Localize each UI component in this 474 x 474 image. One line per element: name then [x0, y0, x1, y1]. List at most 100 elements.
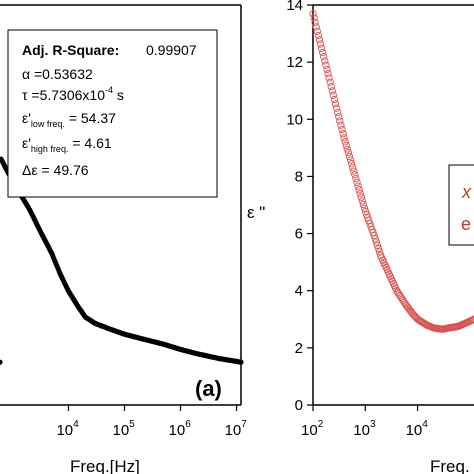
fit-line-eps-high-symbol: ε'	[22, 135, 31, 151]
panel-b-data-point	[319, 48, 327, 57]
panel-b-data-point	[338, 125, 346, 134]
panel-b-data-point	[360, 204, 369, 212]
panel-a: 104 105 106 107 (a) Freq.[Hz] Adj. R-Square…	[0, 4, 247, 474]
panel-b-y-ticks: 0 2 4 6 8 10 12 14	[286, 0, 313, 414]
fit-line-eps-low-subscript: low freq.	[31, 119, 65, 129]
panel-b-data-point	[371, 235, 379, 243]
fit-results-box: Adj. R-Square: 0.99907 α =0.53632 τ =5.7…	[7, 29, 218, 198]
fit-line-eps-low-symbol: ε'	[22, 110, 31, 126]
panel-b-data-point	[314, 31, 323, 40]
panel-b-data-point	[323, 65, 331, 74]
panel-b-data-point	[341, 138, 349, 146]
panel-b-data-point	[321, 57, 329, 65]
fit-line-tau-exponent: -4	[105, 85, 113, 95]
panel-b-data-point	[316, 40, 325, 48]
panel-b-data-point	[334, 108, 342, 117]
fit-line-tau: τ =5.7306x10-4 s	[22, 85, 124, 103]
panel-b-data-point	[335, 113, 343, 121]
panel-b-data-point	[354, 182, 362, 190]
panel-b-data-point	[346, 156, 355, 164]
panel-b-x-axis-label: Freq.	[430, 457, 470, 474]
panel-b-x-tick-2-label: 104	[406, 419, 429, 439]
panel-b-data-point	[358, 197, 367, 205]
panel-a-label: (a)	[195, 376, 222, 401]
fit-line-tau-unit: s	[113, 87, 124, 103]
panel-b-data-point	[372, 238, 380, 246]
panel-b-data-point	[309, 9, 317, 18]
panel-b-y-tick-0-label: 0	[295, 397, 303, 414]
fit-line-eps-low: ε'low freq. = 54.37	[22, 110, 116, 129]
panel-b-data-point	[324, 69, 332, 78]
panel-b-data-point	[325, 74, 333, 82]
panel-b-legend-frame	[448, 164, 474, 246]
panel-b-legend-partial: x e	[448, 164, 474, 246]
panel-b-legend-line-1: x	[461, 182, 472, 202]
panel-b-data-point	[373, 241, 382, 249]
panel-a-x-tick-0-label: 104	[56, 419, 79, 439]
panel-b-data-point	[350, 167, 358, 175]
panel-b-data-point	[330, 95, 339, 104]
panel-b-y-tick-3-label: 6	[295, 226, 303, 243]
panel-a-x-tick-3-label: 107	[225, 419, 248, 439]
panel-b-data-point	[331, 100, 340, 108]
panel-b-data-point	[374, 244, 383, 253]
panel-b-data-point	[347, 160, 356, 168]
fit-line-eps-high-value: = 4.61	[68, 135, 111, 151]
panel-b-data-point	[337, 121, 345, 129]
panel-b-data-point	[355, 186, 363, 194]
panel-b-y-tick-6-label: 12	[286, 54, 303, 71]
panel-a-x-axis-label: Freq.[Hz]	[70, 457, 140, 474]
fit-line-eps-high-subscript: high freq.	[31, 144, 69, 154]
fit-box-title-value: 0.99907	[146, 42, 197, 58]
panel-b-data-point	[322, 61, 330, 69]
panel-b-x-ticks: 102 103 104	[301, 405, 428, 439]
panel-a-x-tick-2-label: 106	[169, 419, 192, 439]
panel-b-data-point	[328, 87, 336, 95]
panel-b-data-point	[340, 134, 348, 142]
panel-b-data-point	[327, 82, 335, 91]
panel-b-y-tick-5-label: 10	[286, 111, 303, 128]
panel-b-data-point	[320, 53, 328, 61]
panel-b-data-point	[369, 228, 377, 237]
panel-a-x-tick-1-label: 105	[112, 419, 135, 439]
panel-b-data-point	[353, 178, 361, 186]
panel-b-data-point	[311, 18, 319, 27]
panel-b-data-point	[349, 163, 357, 172]
panel-b-data-point	[315, 36, 324, 44]
panel-a-data-point	[238, 359, 244, 365]
fit-box-title-label: Adj. R-Square:	[22, 42, 119, 58]
panel-b-data-point	[342, 141, 350, 150]
panel-b-data-point	[352, 174, 360, 183]
fit-box-frame	[7, 29, 218, 198]
panel-b-y-axis-label: ε "	[247, 203, 265, 222]
panel-a-x-ticks: 104 105 106 107	[56, 405, 247, 439]
panel-b-legend-line-2: e	[461, 214, 471, 234]
panel-b-data-point	[329, 91, 338, 99]
fit-line-delta-eps-value: = 49.76	[38, 162, 89, 178]
panel-b-data-point	[310, 14, 318, 22]
panel-b-data-point	[332, 104, 341, 112]
fit-line-delta-eps-symbol: Δε	[22, 162, 38, 178]
panel-b-y-tick-1-label: 2	[295, 340, 303, 357]
panel-a-data-point	[0, 359, 3, 365]
panel-b-data-point	[313, 27, 321, 35]
panel-b-data-point	[359, 200, 368, 209]
panel-b-data-point	[343, 145, 351, 153]
panel-b-x-tick-1-label: 103	[353, 419, 376, 439]
fit-line-delta-eps: Δε = 49.76	[22, 162, 89, 178]
fit-line-alpha-symbol: α	[22, 66, 30, 82]
panel-b-data-point	[357, 193, 365, 201]
panel-b-y-tick-7-label: 14	[286, 0, 303, 14]
panel-b-data-point	[317, 44, 326, 52]
panel-b-y-tick-4-label: 8	[295, 168, 303, 185]
panel-b-data-point	[344, 149, 353, 157]
fit-line-eps-low-value: = 54.37	[65, 110, 116, 126]
panel-b-data-point	[326, 78, 334, 86]
panel-b-x-tick-0-label: 102	[301, 419, 324, 439]
panel-b-y-tick-2-label: 4	[295, 283, 303, 300]
fit-line-alpha-value: =0.53632	[30, 66, 93, 82]
panel-b-data-point	[345, 152, 354, 161]
fit-line-tau-value: =5.7306x10	[28, 87, 106, 103]
panel-b: 0 2 4 6 8 10 12 14 102 103 104 ε " Freq. x e	[247, 0, 474, 474]
